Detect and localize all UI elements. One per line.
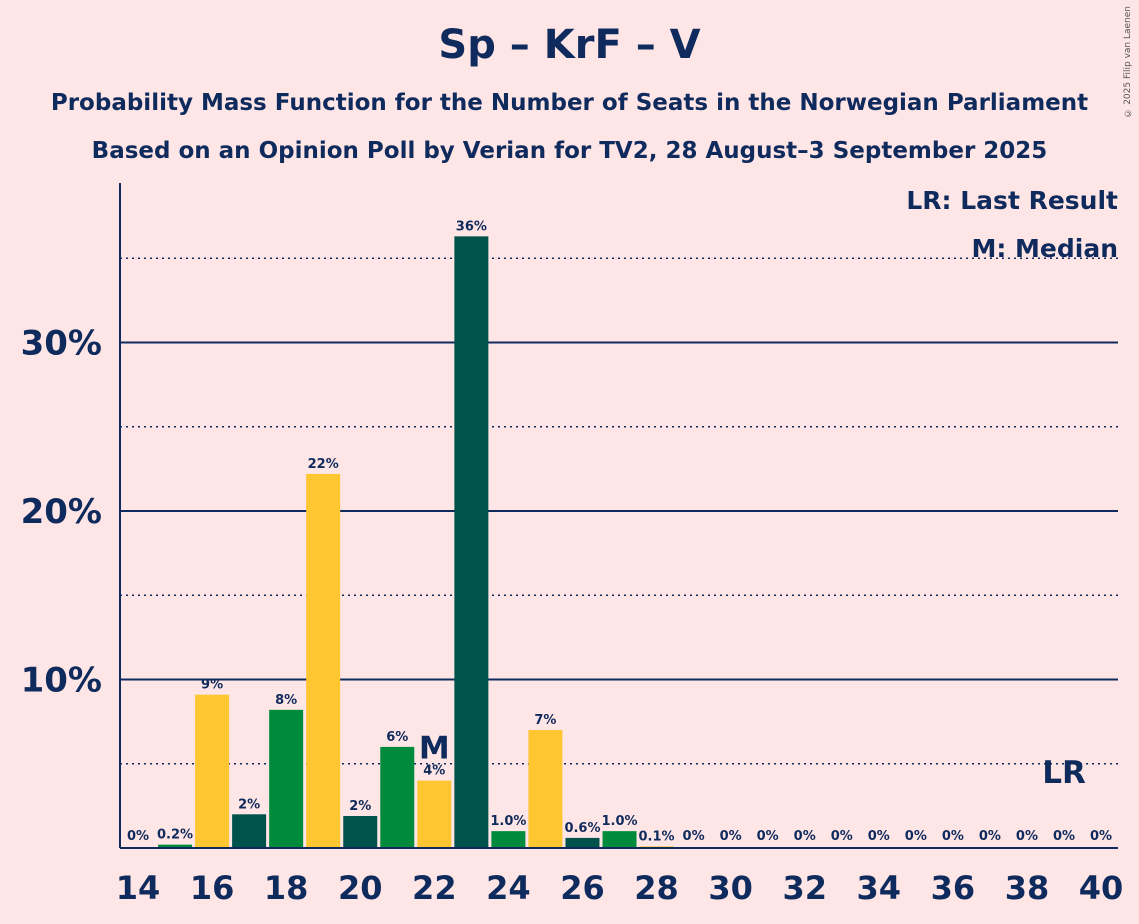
bar-labels: 0% 0.2%9%2%8%22%2%6%4%36%1.0%7%0.6% 1.0%0.… (127, 219, 1112, 844)
bar-value-label: 1.0% (490, 814, 526, 829)
chart-subtitle-line2: Based on an Opinion Poll by Verian for T… (91, 138, 1048, 164)
x-tick-label: 18 (264, 869, 309, 907)
bar-seat-26 (565, 837, 600, 848)
bar-seat-22 (417, 780, 452, 848)
median-marker: M (419, 731, 450, 767)
bar-seat-27 (602, 831, 637, 848)
bar-value-label: 8% (275, 693, 297, 708)
y-tick-label: 20% (21, 492, 102, 532)
bar-value-label: 2% (238, 797, 260, 812)
bar-value-label: 4% (423, 764, 445, 779)
x-tick-label: 26 (560, 869, 605, 907)
bar-value-label: 6% (386, 730, 408, 745)
bar-value-label: 0% (868, 829, 890, 844)
bar-value-label: 1.0% (601, 814, 637, 829)
bar-seat-25 (528, 730, 563, 848)
bar-value-label: 0.6% (564, 821, 600, 836)
bar-value-label: 0.2% (157, 828, 193, 843)
bar-value-label: 2% (349, 799, 371, 814)
bar-seat-23 (454, 236, 489, 849)
bars (158, 236, 674, 849)
bar-seat-20 (343, 815, 378, 848)
bar-value-label: 0% (757, 829, 779, 844)
x-tick-label: 20 (338, 869, 383, 907)
bar-value-label: 36% (456, 219, 487, 234)
bar-value-label: 0% (831, 829, 853, 844)
chart-subtitle-line1: Probability Mass Function for the Number… (50, 90, 1089, 116)
x-tick-label: 30 (708, 869, 753, 907)
x-tick-label: 36 (931, 869, 976, 907)
bar-value-label: 0% (127, 829, 149, 844)
bar-seat-16 (195, 694, 230, 848)
x-tick-label: 34 (857, 869, 902, 907)
x-tick-label: 24 (486, 869, 531, 907)
gridlines (120, 257, 1118, 765)
x-tick-label: 28 (634, 869, 679, 907)
axes: 10% 20% 30% 14 16 18 20 22 24 26 28 30 32 34 36 38 40 (21, 183, 1124, 907)
bar-value-label: 0.1% (639, 829, 675, 844)
bar-seat-17 (232, 814, 267, 848)
legend-median: M: Median (971, 234, 1118, 263)
bar-value-label: 0% (794, 829, 816, 844)
bar-seat-21 (380, 746, 415, 848)
bar-value-label: 0% (979, 829, 1001, 844)
y-tick-label: 30% (21, 324, 102, 364)
bar-value-label: 0% (1053, 829, 1075, 844)
bar-seat-19 (306, 473, 341, 848)
markers: M LR (419, 731, 1086, 791)
bar-value-label: 0% (683, 829, 705, 844)
bar-value-label: 0% (1090, 829, 1112, 844)
x-tick-label: 38 (1005, 869, 1050, 907)
bar-value-label: 0% (942, 829, 964, 844)
bar-seat-15 (158, 844, 193, 848)
legend-last-result: LR: Last Result (906, 186, 1118, 215)
x-tick-label: 14 (116, 869, 161, 907)
bar-value-label: 0% (905, 829, 927, 844)
bar-value-label: 22% (308, 457, 339, 472)
bar-value-label: 0% (720, 829, 742, 844)
bar-seat-18 (269, 709, 304, 848)
x-tick-label: 40 (1079, 869, 1124, 907)
bar-value-label: 7% (534, 713, 556, 728)
last-result-marker: LR (1042, 755, 1086, 791)
bar-value-label: 0% (1016, 829, 1038, 844)
x-tick-label: 22 (412, 869, 457, 907)
bar-seat-24 (491, 831, 526, 848)
bar-value-label: 9% (201, 678, 223, 693)
x-tick-label: 32 (782, 869, 827, 907)
x-tick-label: 16 (190, 869, 235, 907)
chart-title: Sp – KrF – V (438, 22, 701, 68)
y-tick-label: 10% (21, 661, 102, 701)
